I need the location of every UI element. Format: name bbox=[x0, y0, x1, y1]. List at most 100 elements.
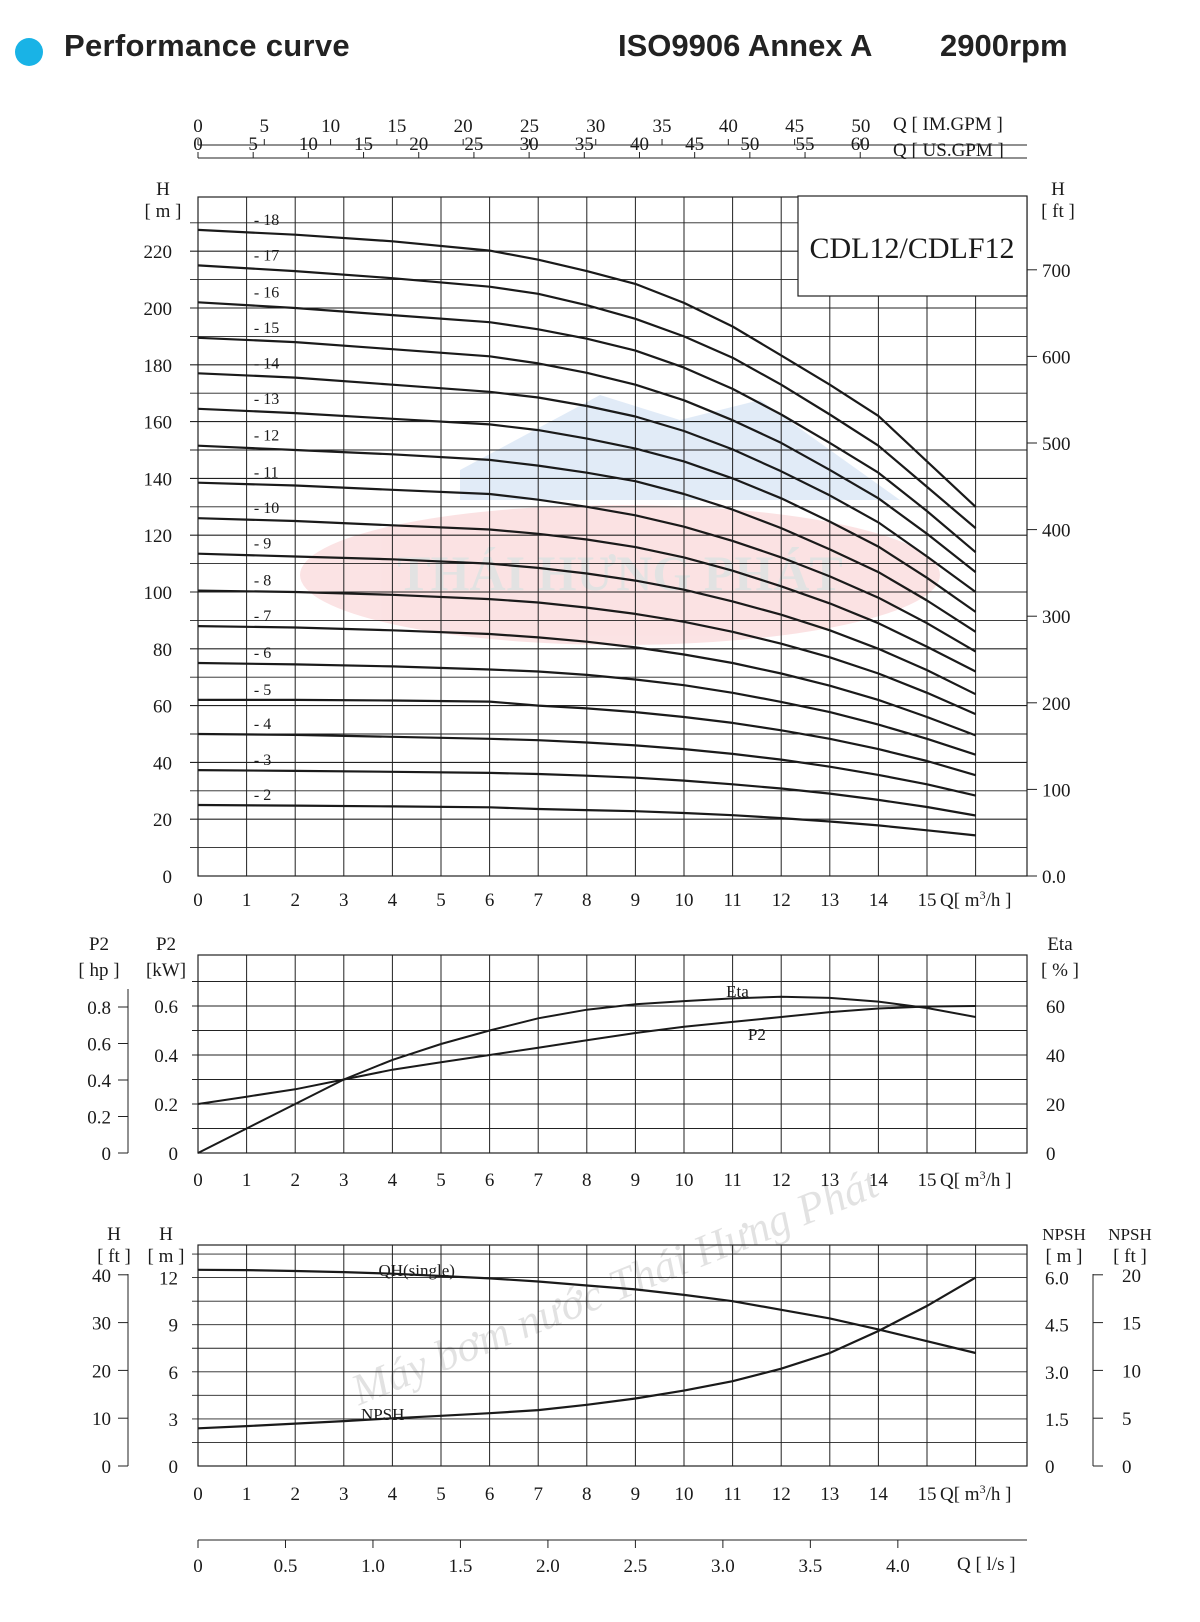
right-tick-label: 0.0 bbox=[1042, 867, 1066, 888]
h-m-tick-label: 9 bbox=[169, 1316, 179, 1337]
eta-tick-label: 0 bbox=[1046, 1144, 1056, 1165]
plot-frame bbox=[197, 196, 1028, 877]
plot-frame bbox=[197, 954, 1028, 1154]
h-ft-tick-label: 30 bbox=[92, 1314, 111, 1335]
ls-tick-label: 1.5 bbox=[449, 1556, 473, 1577]
hp-tick-label: 0.4 bbox=[87, 1071, 111, 1092]
npsh-m-tick-label: 1.5 bbox=[1045, 1410, 1069, 1431]
im-gpm-tick-label: 20 bbox=[454, 116, 473, 137]
curve-stage11 bbox=[197, 481, 977, 653]
im-gpm-tick-label: 0 bbox=[193, 116, 203, 137]
curve-stage12 bbox=[197, 444, 977, 633]
y-tick-label: 40 bbox=[153, 753, 172, 774]
curve-stage6 bbox=[197, 661, 976, 756]
y-tick-label: 0 bbox=[163, 867, 173, 888]
kw-axis-label: P2 bbox=[156, 934, 176, 955]
x-tick-label: 8 bbox=[582, 1170, 592, 1191]
x-tick-label: 8 bbox=[582, 1484, 592, 1505]
curve-label: - 9 bbox=[254, 536, 271, 553]
x-tick-label: 4 bbox=[388, 890, 398, 911]
im-gpm-tick-label: 10 bbox=[321, 116, 340, 137]
npsh-m-axis-label: NPSH bbox=[1042, 1225, 1085, 1244]
model-box: CDL12/CDLF12 bbox=[797, 195, 1028, 297]
x-tick-label: 13 bbox=[820, 1170, 839, 1191]
kw-tick-label: 0 bbox=[169, 1144, 179, 1165]
curve-label: - 12 bbox=[254, 428, 279, 445]
curve-label: - 10 bbox=[254, 500, 279, 517]
qh-single-label: QH(single) bbox=[378, 1261, 454, 1280]
x-tick-label: 9 bbox=[631, 890, 641, 911]
curve-stage10 bbox=[197, 517, 977, 673]
ls-tick-label: 2.0 bbox=[536, 1556, 560, 1577]
x-tick-label: 14 bbox=[869, 1484, 889, 1505]
npsh-ft-tick-label: 20 bbox=[1122, 1266, 1141, 1287]
h-m-tick-label: 0 bbox=[169, 1457, 179, 1478]
curve-stage8 bbox=[197, 589, 977, 716]
x-tick-label: 10 bbox=[675, 1484, 694, 1505]
h-ft-tick-label: 20 bbox=[92, 1361, 111, 1382]
h-m-tick-label: 12 bbox=[159, 1269, 178, 1290]
hp-tick-label: 0 bbox=[102, 1144, 112, 1165]
curve-label: - 16 bbox=[254, 284, 279, 301]
watermark-text: Máy bơm nước Thái Hưng Phát bbox=[343, 1158, 886, 1415]
x-tick-label: 7 bbox=[533, 1484, 543, 1505]
x-tick-label: 4 bbox=[388, 1484, 398, 1505]
right-tick-label: 500 bbox=[1042, 434, 1071, 455]
qh-single-curve bbox=[197, 1268, 976, 1355]
npsh-m-tick-label: 6.0 bbox=[1045, 1269, 1069, 1290]
x-tick-label: 1 bbox=[242, 1170, 252, 1191]
curve-label: - 3 bbox=[254, 752, 271, 769]
h-ft-tick-label: 10 bbox=[92, 1409, 111, 1430]
x-tick-label: 3 bbox=[339, 1170, 349, 1191]
y-axis-label-h: H bbox=[156, 179, 170, 200]
x-tick-label: 11 bbox=[723, 1170, 741, 1191]
ls-tick-label: 0 bbox=[193, 1556, 203, 1577]
x-tick-label: 6 bbox=[485, 1484, 495, 1505]
npsh-m-axis-unit: [ m ] bbox=[1046, 1246, 1083, 1267]
im-gpm-tick-label: 50 bbox=[851, 116, 870, 137]
curve-label: - 4 bbox=[254, 716, 271, 733]
h-ft-axis-label: H bbox=[107, 1224, 121, 1245]
x-tick-label: 9 bbox=[631, 1484, 641, 1505]
y-tick-label: 120 bbox=[144, 526, 173, 547]
hp-tick-label: 0.6 bbox=[87, 1035, 111, 1056]
h-m-tick-label: 3 bbox=[169, 1410, 179, 1431]
npsh-m-tick-label: 3.0 bbox=[1045, 1363, 1069, 1384]
right-tick-label: 400 bbox=[1042, 521, 1071, 542]
curve-label: - 18 bbox=[254, 212, 279, 229]
curve-stage16 bbox=[197, 301, 977, 554]
x-tick-label: 2 bbox=[290, 890, 300, 911]
ls-axis: 0 0.5 1.0 1.5 2.0 2.5 3.0 3.5 4.0 Q [ l/s ] bbox=[193, 1539, 1027, 1577]
kw-tick-label: 0.6 bbox=[154, 997, 178, 1018]
hp-axis-unit: [ hp ] bbox=[78, 960, 119, 981]
y-tick-label: 140 bbox=[144, 469, 173, 490]
eta-axis-label: Eta bbox=[1047, 934, 1073, 955]
curve-label: - 2 bbox=[254, 787, 271, 804]
npsh-ft-tick-label: 5 bbox=[1122, 1409, 1132, 1430]
curve-label: - 15 bbox=[254, 320, 279, 337]
ls-tick-label: 3.0 bbox=[711, 1556, 735, 1577]
curve-stage5 bbox=[198, 698, 976, 777]
x-tick-label: 7 bbox=[533, 1170, 543, 1191]
im-gpm-tick-label: 40 bbox=[719, 116, 738, 137]
right-tick-label: 700 bbox=[1042, 261, 1071, 282]
x-tick-label: 14 bbox=[869, 890, 889, 911]
header: Performance curve ISO9906 Annex A 2900rp… bbox=[0, 0, 1200, 90]
h-m-axis-label: H bbox=[159, 1224, 173, 1245]
x-tick-label: 15 bbox=[918, 1484, 937, 1505]
x-tick-label: 3 bbox=[339, 1484, 349, 1505]
ls-tick-label: 0.5 bbox=[274, 1556, 298, 1577]
x-axis-label: Q[ m3/h ] bbox=[940, 1482, 1011, 1505]
x-tick-label: 6 bbox=[485, 890, 495, 911]
standard-label: ISO9906 Annex A bbox=[618, 28, 873, 63]
y-tick-label: 80 bbox=[153, 640, 172, 661]
kw-tick-label: 0.2 bbox=[154, 1095, 178, 1116]
im-gpm-tick-label: 15 bbox=[387, 116, 406, 137]
x-tick-label: 5 bbox=[436, 1170, 446, 1191]
x-tick-label: 11 bbox=[723, 890, 741, 911]
curve-stage9 bbox=[197, 552, 977, 696]
npsh-m-tick-label: 4.5 bbox=[1045, 1316, 1069, 1337]
npsh-ft-axis-unit: [ ft ] bbox=[1113, 1246, 1147, 1267]
x-axis-label: Q[ m3/h ] bbox=[940, 1168, 1011, 1191]
